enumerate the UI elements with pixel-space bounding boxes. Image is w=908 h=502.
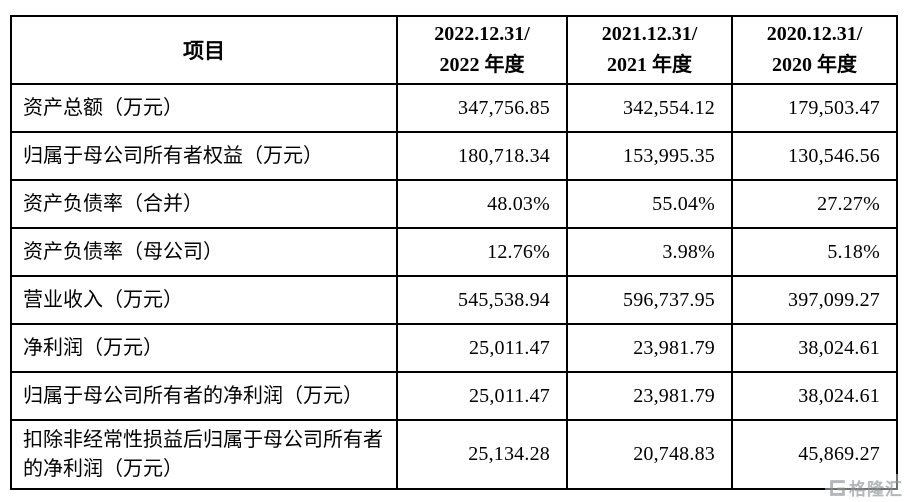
value-cell: 38,024.61 xyxy=(731,323,898,373)
value-cell: 38,024.61 xyxy=(731,371,898,421)
header-period-2021-date: 2021.12.31/ xyxy=(601,23,698,45)
value-cell: 179,503.47 xyxy=(731,83,898,133)
row-label: 归属于母公司所有者的净利润（万元） xyxy=(10,371,398,421)
financial-metrics-table: 项目 2022.12.31/ 2022 年度 2021.12.31/ 2021 … xyxy=(10,15,898,490)
value-cell: 342,554.12 xyxy=(566,83,733,133)
row-label: 资产负债率（母公司） xyxy=(10,227,398,277)
header-item: 项目 xyxy=(10,15,398,85)
table-header-row: 项目 2022.12.31/ 2022 年度 2021.12.31/ 2021 … xyxy=(10,15,898,85)
header-period-2022: 2022.12.31/ 2022 年度 xyxy=(396,15,568,85)
table-row: 归属于母公司所有者权益（万元） 180,718.34 153,995.35 13… xyxy=(10,131,898,181)
value-cell: 23,981.79 xyxy=(566,323,733,373)
value-cell: 12.76% xyxy=(396,227,568,277)
value-cell: 347,756.85 xyxy=(396,83,568,133)
value-cell: 27.27% xyxy=(731,179,898,229)
value-cell: 25,011.47 xyxy=(396,371,568,421)
row-label: 资产负债率（合并） xyxy=(10,179,398,229)
value-cell: 3.98% xyxy=(566,227,733,277)
value-cell: 23,981.79 xyxy=(566,371,733,421)
table-row: 资产负债率（母公司） 12.76% 3.98% 5.18% xyxy=(10,227,898,277)
value-cell: 55.04% xyxy=(566,179,733,229)
value-cell: 596,737.95 xyxy=(566,275,733,325)
gelonghui-watermark: 格隆汇 xyxy=(825,474,905,501)
watermark-text: 格隆汇 xyxy=(849,480,903,499)
row-label: 归属于母公司所有者权益（万元） xyxy=(10,131,398,181)
value-cell: 397,099.27 xyxy=(731,275,898,325)
row-label: 扣除非经常性损益后归属于母公司所有者的净利润（万元） xyxy=(10,419,398,490)
value-cell: 25,134.28 xyxy=(396,419,568,490)
value-cell: 5.18% xyxy=(731,227,898,277)
table-row: 扣除非经常性损益后归属于母公司所有者的净利润（万元） 25,134.28 20,… xyxy=(10,419,898,490)
header-period-2020: 2020.12.31/ 2020 年度 xyxy=(731,15,898,85)
value-cell: 153,995.35 xyxy=(566,131,733,181)
table-row: 归属于母公司所有者的净利润（万元） 25,011.47 23,981.79 38… xyxy=(10,371,898,421)
value-cell: 180,718.34 xyxy=(396,131,568,181)
header-period-2021-year: 2021 年度 xyxy=(607,54,692,76)
header-period-2021: 2021.12.31/ 2021 年度 xyxy=(566,15,733,85)
row-label: 资产总额（万元） xyxy=(10,83,398,133)
value-cell: 20,748.83 xyxy=(566,419,733,490)
header-period-2020-date: 2020.12.31/ xyxy=(766,23,863,45)
table-row: 净利润（万元） 25,011.47 23,981.79 38,024.61 xyxy=(10,323,898,373)
header-period-2022-year: 2022 年度 xyxy=(439,54,525,76)
value-cell: 25,011.47 xyxy=(396,323,568,373)
value-cell: 130,546.56 xyxy=(731,131,898,181)
gelonghui-logo-icon xyxy=(827,478,847,498)
table-row: 资产总额（万元） 347,756.85 342,554.12 179,503.4… xyxy=(10,83,898,133)
value-cell: 545,538.94 xyxy=(396,275,568,325)
row-label: 营业收入（万元） xyxy=(10,275,398,325)
table-row: 营业收入（万元） 545,538.94 596,737.95 397,099.2… xyxy=(10,275,898,325)
value-cell: 45,869.27 xyxy=(731,419,898,490)
header-period-2020-year: 2020 年度 xyxy=(772,54,857,76)
value-cell: 48.03% xyxy=(396,179,568,229)
header-period-2022-date: 2022.12.31/ xyxy=(434,23,530,45)
table-row: 资产负债率（合并） 48.03% 55.04% 27.27% xyxy=(10,179,898,229)
row-label: 净利润（万元） xyxy=(10,323,398,373)
